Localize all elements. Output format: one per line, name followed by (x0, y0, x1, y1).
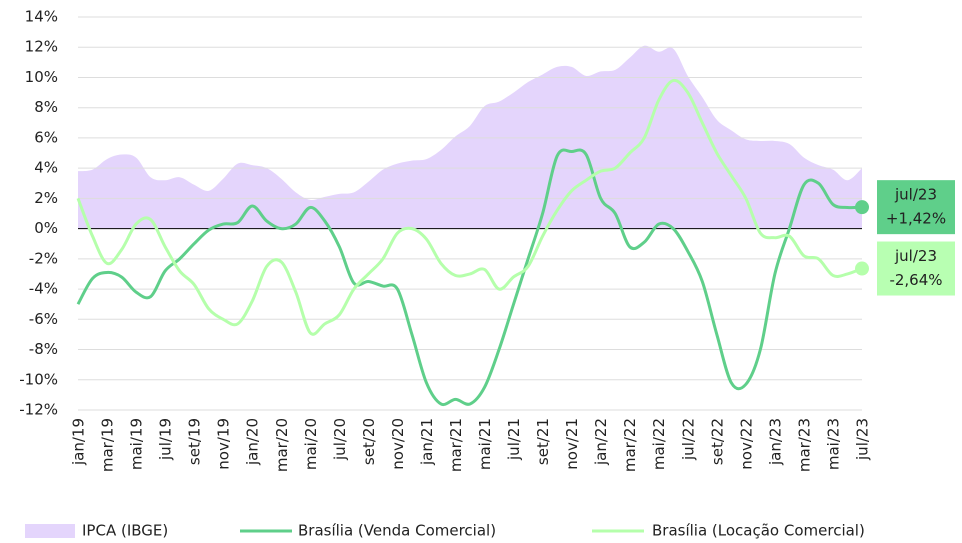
x-tick-label: jul/22 (679, 418, 697, 461)
x-tick-label: nov/19 (215, 418, 233, 470)
end-marker (855, 261, 869, 276)
x-tick-label: jul/21 (505, 418, 523, 461)
legend-label: Brasília (Locação Comercial) (652, 522, 865, 540)
x-tick-label: mar/20 (273, 418, 291, 472)
data-label: +1,42% (886, 210, 946, 228)
x-tick-label: mai/23 (824, 418, 842, 470)
label-box (877, 180, 955, 235)
y-tick-label: 2% (34, 189, 58, 207)
y-tick-label: -2% (29, 249, 58, 267)
x-tick-label: mar/22 (621, 418, 639, 472)
x-tick-label: set/19 (186, 418, 204, 465)
x-tick-label: nov/22 (737, 418, 755, 470)
x-tick-label: set/21 (534, 418, 552, 465)
x-tick-label: jan/20 (244, 418, 262, 466)
y-tick-label: 8% (34, 98, 58, 116)
y-tick-label: -8% (29, 340, 58, 358)
x-tick-label: mai/19 (128, 418, 146, 470)
x-tick-label: jul/23 (854, 418, 872, 461)
y-tick-label: 4% (34, 159, 58, 177)
x-tick-label: set/22 (708, 418, 726, 465)
y-tick-label: 12% (25, 38, 58, 56)
label-date: jul/23 (894, 247, 937, 265)
x-tick-label: jul/20 (331, 418, 349, 461)
x-tick-label: nov/21 (563, 418, 581, 470)
x-tick-label: set/20 (360, 418, 378, 465)
end-marker (855, 200, 869, 215)
x-tick-label: nov/20 (389, 418, 407, 470)
label-date: jul/23 (894, 186, 937, 204)
legend-label: IPCA (IBGE) (82, 522, 168, 540)
y-tick-label: 10% (25, 68, 58, 86)
y-tick-label: 0% (34, 219, 58, 237)
y-tick-label: -6% (29, 310, 58, 328)
x-tick-label: jul/19 (157, 418, 175, 461)
y-tick-label: -4% (29, 280, 58, 298)
legend-label: Brasília (Venda Comercial) (298, 522, 496, 540)
x-tick-label: jan/19 (70, 418, 88, 466)
label-box (877, 241, 955, 296)
line (76, 78, 863, 336)
x-tick-label: mar/19 (99, 418, 117, 472)
x-tick-label: jan/22 (592, 418, 610, 466)
x-tick-label: mai/20 (302, 418, 320, 470)
x-tick-label: mai/22 (650, 418, 668, 470)
data-label: -2,64% (889, 271, 942, 289)
y-tick-label: -10% (19, 370, 58, 388)
x-tick-label: mai/21 (476, 418, 494, 470)
y-tick-label: 14% (25, 8, 58, 26)
legend-swatch (25, 524, 75, 538)
y-tick-label: 6% (34, 128, 58, 146)
x-tick-label: mar/21 (447, 418, 465, 472)
x-tick-label: jan/23 (766, 418, 784, 466)
x-tick-label: mar/23 (795, 418, 813, 472)
line (76, 148, 863, 407)
area (78, 45, 862, 229)
y-tick-label: -12% (19, 401, 58, 419)
x-tick-label: jan/21 (418, 418, 436, 466)
